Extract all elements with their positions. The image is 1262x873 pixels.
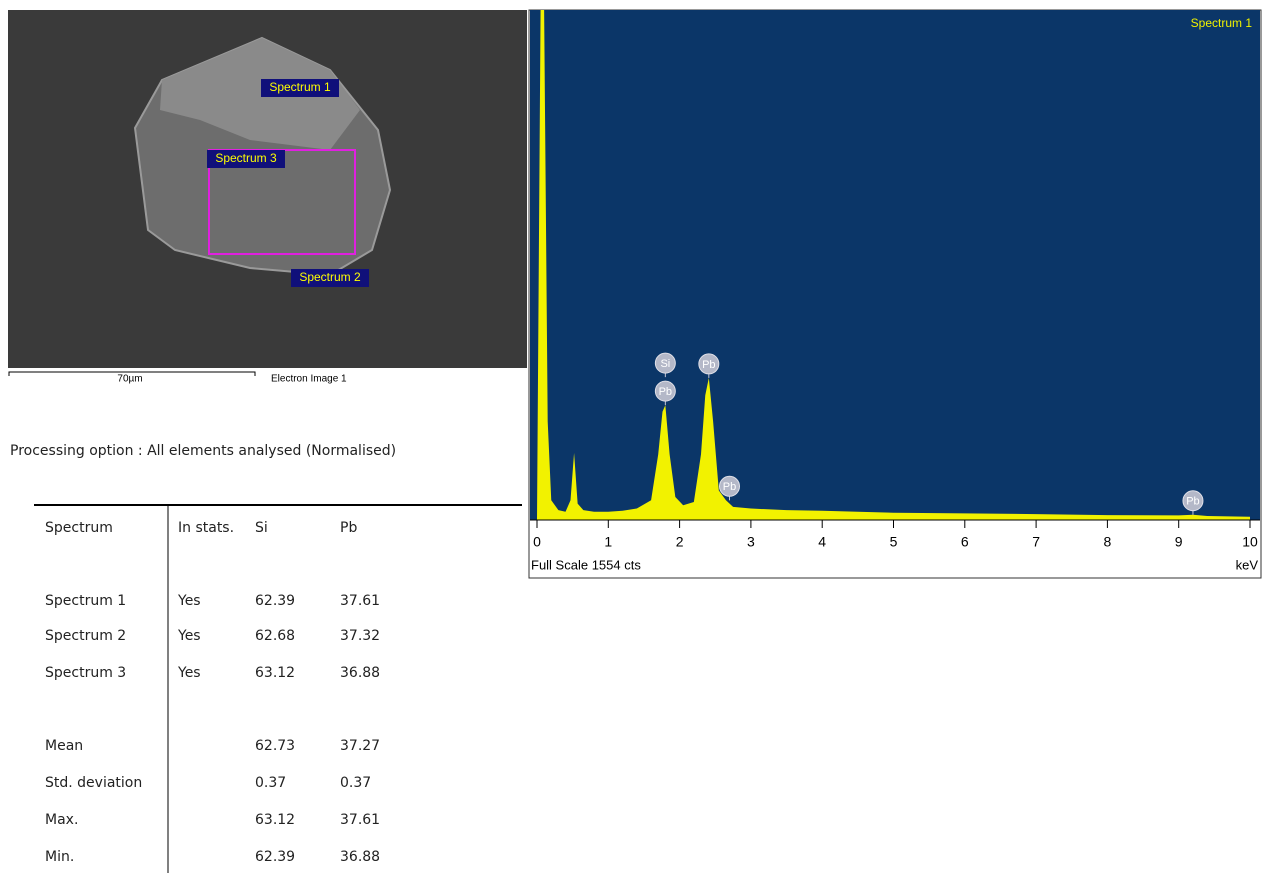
x-tick-label: 1 xyxy=(604,534,612,550)
table-cell: 37.61 xyxy=(340,593,380,609)
table-cell: 63.12 xyxy=(255,812,295,828)
table-cell: Mean xyxy=(45,738,83,754)
spectrum-chart: Spectrum 1 0 1 2 3 4 5 6 7 8 9 10 Full Scale 1554 ct… xyxy=(529,10,1261,578)
x-tick-label: 7 xyxy=(1032,534,1040,550)
table-cell: 37.32 xyxy=(340,628,380,644)
x-tick-label: 9 xyxy=(1175,534,1183,550)
scale-bar-label: 70µm xyxy=(117,374,142,385)
spectrum-label: Spectrum 1 xyxy=(269,80,331,94)
table-cell: 0.37 xyxy=(340,775,371,791)
table-cell: 36.88 xyxy=(340,849,380,865)
screen: Spectrum 1 Spectrum 3 Spectrum 2 70µm El… xyxy=(0,0,1262,873)
x-tick-label: 2 xyxy=(676,534,684,550)
results-table: Spectrum In stats. Si Pb Spectrum 1 Yes 62.39 3… xyxy=(34,505,522,873)
x-tick-label: 6 xyxy=(961,534,969,550)
spectrum-label: Spectrum 3 xyxy=(215,151,277,165)
table-cell: 36.88 xyxy=(340,665,380,681)
table-header: Spectrum xyxy=(45,520,113,536)
sem-image: Spectrum 1 Spectrum 3 Spectrum 2 70µm El… xyxy=(8,10,527,385)
x-tick-label: 3 xyxy=(747,534,755,550)
table-cell: 37.61 xyxy=(340,812,380,828)
annotation-label: Pb xyxy=(702,359,715,371)
page: Spectrum 1 Spectrum 3 Spectrum 2 70µm El… xyxy=(0,0,1262,873)
table-cell: Yes xyxy=(177,628,201,644)
table-cell: Std. deviation xyxy=(45,775,142,791)
table-cell: Spectrum 3 xyxy=(45,665,126,681)
table-cell: 0.37 xyxy=(255,775,286,791)
annotation-label: Pb xyxy=(723,481,736,493)
table-header: In stats. xyxy=(178,520,234,536)
processing-option: Processing option : All elements analyse… xyxy=(10,443,396,459)
annotation-label: Pb xyxy=(659,386,672,398)
legend-title: Spectrum 1 xyxy=(1191,16,1253,30)
table-cell: Min. xyxy=(45,849,74,865)
x-tick-label: 4 xyxy=(818,534,826,550)
table-cell: Yes xyxy=(177,665,201,681)
x-axis-label: keV xyxy=(1236,557,1259,572)
table-cell: 37.27 xyxy=(340,738,380,754)
table-cell: 62.73 xyxy=(255,738,295,754)
spectrum-label: Spectrum 2 xyxy=(299,270,361,284)
footer: Full Scale 1554 cts xyxy=(531,557,641,572)
x-tick-label: 8 xyxy=(1104,534,1112,550)
plot-background xyxy=(530,10,1260,520)
annotation-label: Pb xyxy=(1186,496,1199,508)
table-cell: Spectrum 2 xyxy=(45,628,126,644)
x-tick-label: 10 xyxy=(1242,534,1258,550)
table-cell: 62.39 xyxy=(255,849,295,865)
table-cell: Max. xyxy=(45,812,78,828)
table-header: Pb xyxy=(340,520,357,536)
table-cell: 63.12 xyxy=(255,665,295,681)
image-caption: Electron Image 1 xyxy=(271,374,347,385)
x-tick-label: 0 xyxy=(533,534,541,550)
table-header: Si xyxy=(255,520,268,536)
table-cell: 62.39 xyxy=(255,593,295,609)
table-cell: Yes xyxy=(177,593,201,609)
annotation-label: Si xyxy=(660,358,670,370)
table-cell: Spectrum 1 xyxy=(45,593,126,609)
x-tick-label: 5 xyxy=(890,534,898,550)
table-cell: 62.68 xyxy=(255,628,295,644)
